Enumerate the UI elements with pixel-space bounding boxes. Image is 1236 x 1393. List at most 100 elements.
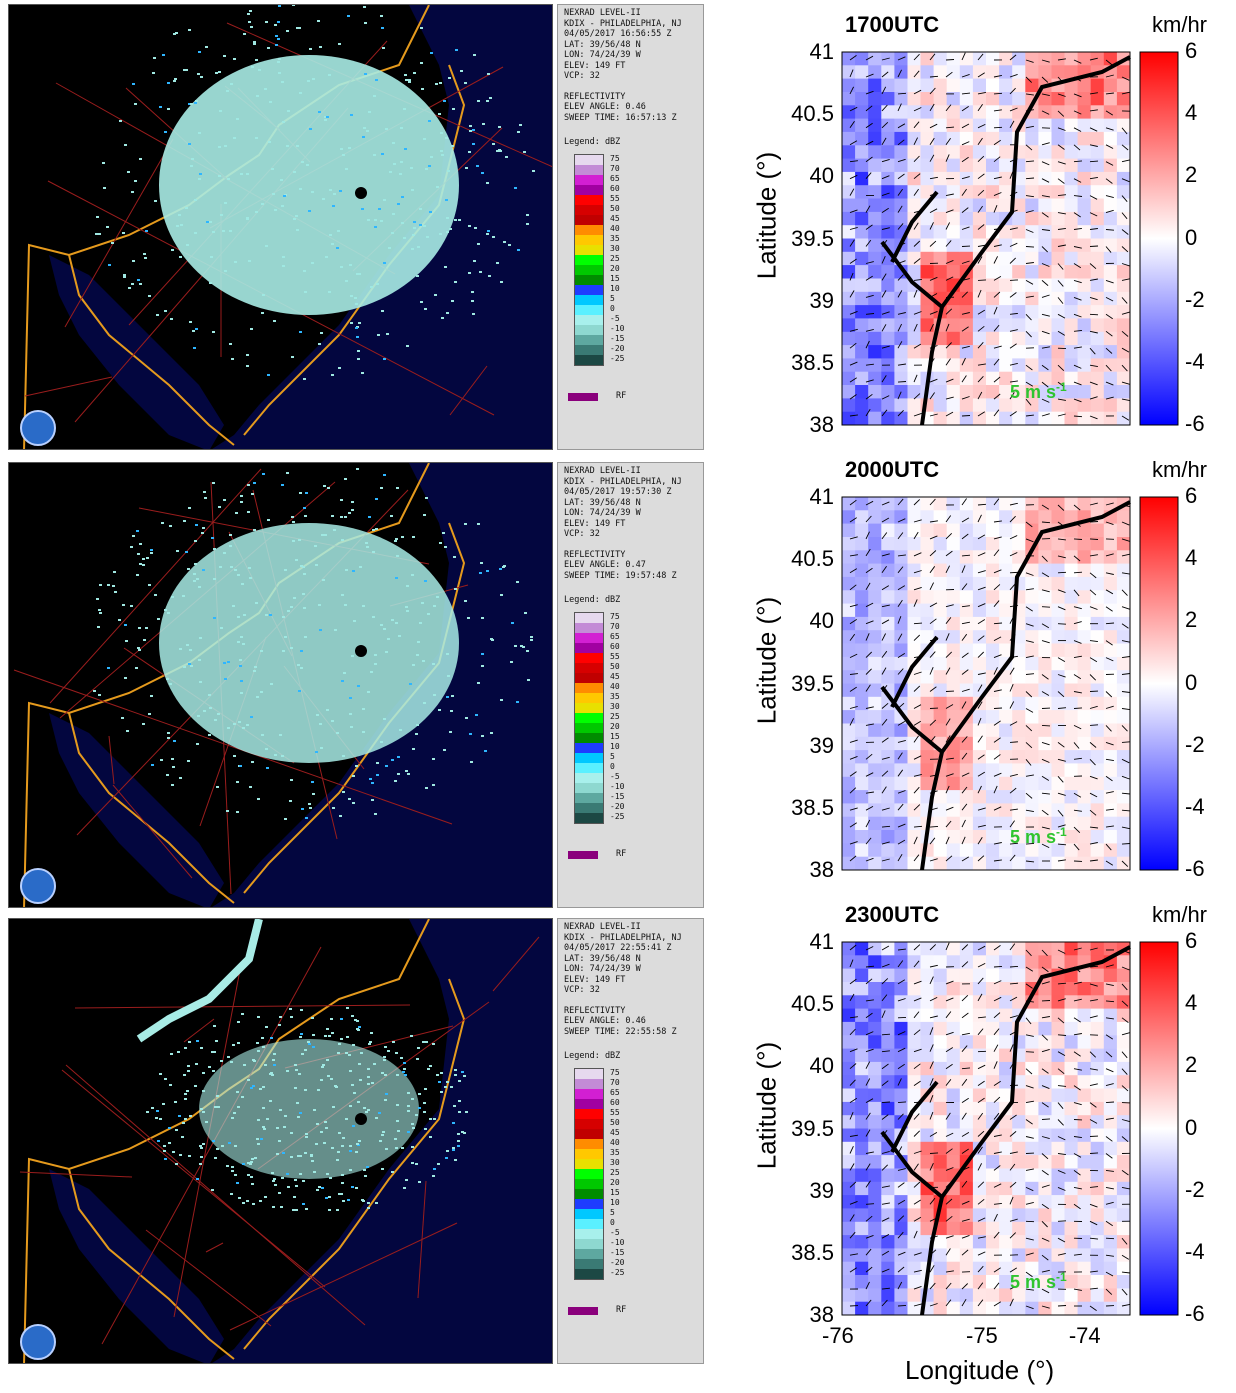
x-tick-label: -74 xyxy=(1068,1323,1101,1348)
vector-scale-label: 5 m s-1 xyxy=(1010,380,1067,403)
wind-field-plot xyxy=(841,51,1179,426)
legend-tick: 70 xyxy=(610,163,620,173)
legend-tick: 0 xyxy=(610,303,615,313)
elev-angle: ELEV ANGLE: 0.47 xyxy=(564,560,646,570)
radar-info-panel: NEXRAD LEVEL-II KDIX - PHILADELPHIA, NJ 04… xyxy=(557,462,704,908)
colorbar-tick-label: 6 xyxy=(1185,38,1198,63)
radar-header: NEXRAD LEVEL-II xyxy=(564,8,641,18)
model-panel-1: 1700UTC km/hr Latitude (°) 41 40.5 40 39.5 39 38… xyxy=(735,0,1236,446)
legend-tick: 60 xyxy=(610,641,620,651)
legend-tick: 30 xyxy=(610,701,620,711)
vector-scale-label: 5 m s-1 xyxy=(1010,825,1067,848)
legend-tick: 30 xyxy=(610,243,620,253)
panel-title: 1700UTC xyxy=(845,12,940,37)
colorbar-tick-label: -2 xyxy=(1185,286,1205,312)
legend-tick: 25 xyxy=(610,1167,620,1177)
legend-tick: -20 xyxy=(610,801,625,811)
sweep-time: SWEEP TIME: 22:55:58 Z xyxy=(564,1026,677,1037)
legend-tick: 65 xyxy=(610,173,620,183)
radar-lat: LAT: 39/56/48 N xyxy=(564,497,641,508)
legend-tick: -10 xyxy=(610,781,625,791)
y-tick-label: 38 xyxy=(809,857,834,882)
scan-date: 04/05/2017 19:57:30 Z xyxy=(564,487,672,497)
legend-tick: -20 xyxy=(610,343,625,353)
y-tick-label: 40 xyxy=(809,608,834,634)
vector-scale-exponent: -1 xyxy=(1056,380,1067,394)
legend-tick: 20 xyxy=(610,1177,620,1187)
radar-info-panel: NEXRAD LEVEL-II KDIX - PHILADELPHIA, NJ 04… xyxy=(557,4,704,450)
colorbar-tick-label: -2 xyxy=(1185,1176,1205,1202)
legend-tick: 65 xyxy=(610,1087,620,1097)
legend-tick: -25 xyxy=(610,811,625,821)
product-label: REFLECTIVITY xyxy=(564,91,626,102)
legend-tick: 10 xyxy=(610,1197,620,1207)
y-tick-label: 41 xyxy=(809,929,834,954)
radar-vcp: VCP: 32 xyxy=(564,985,600,995)
y-tick-label: 38 xyxy=(809,412,834,437)
radar-elev: ELEV: 149 FT xyxy=(564,974,626,985)
colorbar-unit: km/hr xyxy=(1152,457,1207,482)
elev-angle: ELEV ANGLE: 0.46 xyxy=(564,102,646,112)
legend-tick: 45 xyxy=(610,213,620,223)
y-tick-label: 40 xyxy=(809,1053,834,1079)
dbz-legend: 75 70 65 60 55 50 45 40 35 30 25 20 15 10 5 0 -5 -10 -15 -2… xyxy=(564,1067,703,1280)
dbz-color-bar xyxy=(574,1067,604,1280)
radar-map xyxy=(8,918,553,1364)
vector-scale-value: 5 m s xyxy=(1010,827,1057,847)
legend-tick: 35 xyxy=(610,691,620,701)
x-axis-label: Longitude (°) xyxy=(905,1355,1055,1385)
legend-tick: 30 xyxy=(610,1157,620,1167)
legend-tick: 5 xyxy=(610,293,615,303)
colorbar-tick-label: 2 xyxy=(1185,162,1198,188)
legend-tick: 40 xyxy=(610,681,620,691)
colorbar-tick-label: 6 xyxy=(1185,483,1198,508)
vector-scale-value: 5 m s xyxy=(1010,382,1057,402)
y-tick-label: 40 xyxy=(809,163,834,189)
wind-field-plot xyxy=(841,941,1179,1316)
colorbar-tick-label: 0 xyxy=(1185,1114,1198,1140)
radar-station: KDIX - PHILADELPHIA, NJ xyxy=(564,476,682,487)
legend-tick: 25 xyxy=(610,253,620,263)
legend-tick: 75 xyxy=(610,611,620,621)
colorbar-tick-label: 4 xyxy=(1185,545,1198,571)
radar-elev: ELEV: 149 FT xyxy=(564,60,626,71)
radar-lat: LAT: 39/56/48 N xyxy=(564,39,641,50)
legend-tick: 5 xyxy=(610,751,615,761)
colorbar-tick-label: 0 xyxy=(1185,669,1198,695)
legend-tick: 45 xyxy=(610,1127,620,1137)
legend-tick: 15 xyxy=(610,273,620,283)
legend-tick: 50 xyxy=(610,203,620,213)
legend-tick: 35 xyxy=(610,233,620,243)
colorbar xyxy=(1139,51,1179,426)
legend-tick: 40 xyxy=(610,223,620,233)
elev-angle: ELEV ANGLE: 0.46 xyxy=(564,1016,646,1026)
radar-scan-2: NEXRAD LEVEL-II KDIX - PHILADELPHIA, NJ 04… xyxy=(8,462,704,908)
model-panel-3: 2300UTC km/hr Latitude (°) 41 40.5 40 39.5 39 38… xyxy=(735,890,1236,1348)
legend-tick: -25 xyxy=(610,353,625,363)
colorbar-unit: km/hr xyxy=(1152,12,1207,37)
colorbar-tick-label: -2 xyxy=(1185,731,1205,757)
product-label: REFLECTIVITY xyxy=(564,549,626,560)
y-tick-label: 38 xyxy=(809,1302,834,1327)
y-tick-label: 41 xyxy=(809,484,834,509)
legend-tick: -5 xyxy=(610,771,620,781)
colorbar-tick-label: 4 xyxy=(1185,100,1198,126)
colorbar xyxy=(1139,941,1179,1316)
radar-vcp: VCP: 32 xyxy=(564,529,600,539)
rf-swatch xyxy=(568,851,598,859)
legend-tick: 45 xyxy=(610,671,620,681)
legend-tick: 0 xyxy=(610,1217,615,1227)
radar-lat: LAT: 39/56/48 N xyxy=(564,953,641,964)
radar-lon: LON: 74/24/39 W xyxy=(564,50,641,60)
legend-tick: -15 xyxy=(610,791,625,801)
legend-tick: 50 xyxy=(610,1117,620,1127)
colorbar-tick-label: -4 xyxy=(1185,793,1205,819)
sweep-time: SWEEP TIME: 16:57:13 Z xyxy=(564,112,677,123)
legend-tick: -25 xyxy=(610,1267,625,1277)
panel-title: 2000UTC xyxy=(845,457,940,482)
legend-tick: -15 xyxy=(610,333,625,343)
noaa-logo-icon xyxy=(20,1324,56,1360)
y-tick-label: 39 xyxy=(809,732,834,758)
vector-scale-exponent: -1 xyxy=(1056,825,1067,839)
legend-tick: 10 xyxy=(610,283,620,293)
